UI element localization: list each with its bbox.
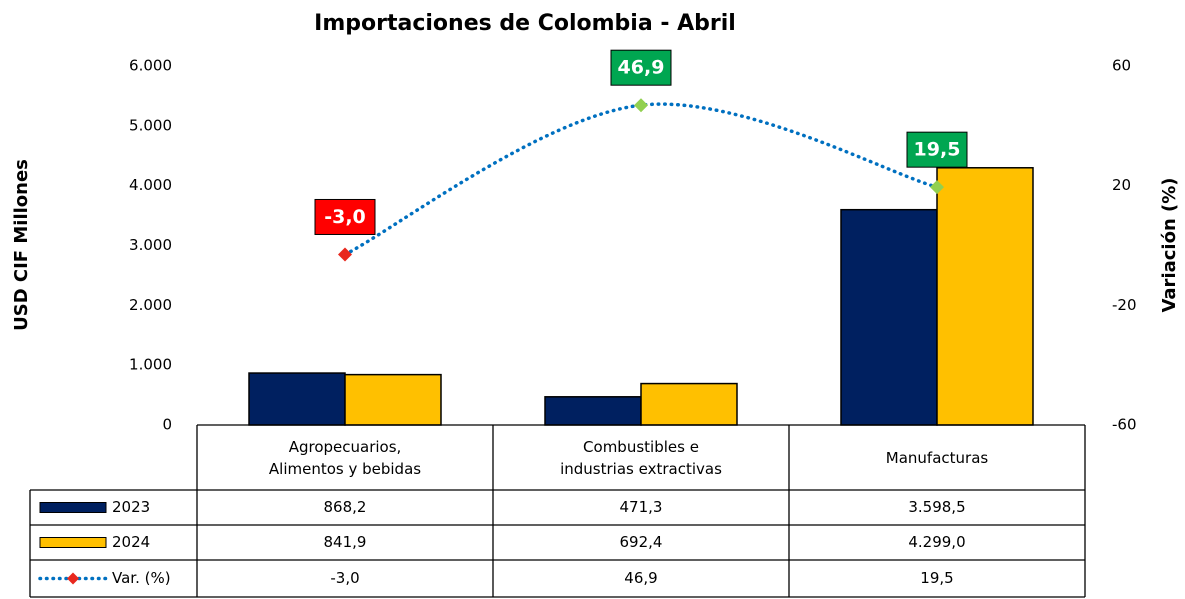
chart-title: Importaciones de Colombia - Abril xyxy=(314,11,736,36)
y-tick-label: 2.000 xyxy=(129,296,172,314)
y-tick-label: 1.000 xyxy=(129,356,172,374)
category-header: Agropecuarios, Alimentos y bebidas xyxy=(268,438,422,478)
category-header: Manufacturas xyxy=(885,449,989,467)
y-tick-label: 4.000 xyxy=(129,176,172,194)
y-tick-label: 0 xyxy=(162,416,172,434)
legend-label: 2024 xyxy=(112,533,150,551)
line-marker xyxy=(634,98,648,113)
y2-tick-label: 20 xyxy=(1112,176,1131,194)
legend-swatch xyxy=(39,502,107,513)
y-tick-label: 6.000 xyxy=(129,57,172,75)
table-value: -3,0 xyxy=(330,569,359,587)
table-value: 471,3 xyxy=(620,498,663,516)
data-label-box xyxy=(906,131,968,168)
line-marker xyxy=(930,180,944,195)
data-label-box xyxy=(314,198,376,235)
y2-tick-label: -20 xyxy=(1112,296,1137,314)
data-label: 46,9 xyxy=(618,57,665,79)
data-label-box xyxy=(610,49,672,86)
table-value: 4.299,0 xyxy=(908,533,965,551)
y2-tick-label: -60 xyxy=(1112,416,1137,434)
table-value: 841,9 xyxy=(324,533,367,551)
legend-label: 2023 xyxy=(112,498,150,516)
y-tick-label: 5.000 xyxy=(129,116,172,134)
legend-label: Var. (%) xyxy=(112,569,171,587)
y2-tick-label: 60 xyxy=(1112,57,1131,75)
bar xyxy=(840,208,938,426)
table-value: 46,9 xyxy=(624,569,657,587)
bar xyxy=(640,382,738,426)
table-value: 692,4 xyxy=(620,533,663,551)
table-value: 3.598,5 xyxy=(908,498,965,516)
bar xyxy=(936,167,1034,426)
table-value: 19,5 xyxy=(920,569,953,587)
bar xyxy=(544,396,642,426)
data-label: 19,5 xyxy=(914,139,961,161)
line-marker xyxy=(338,247,352,262)
legend-swatch xyxy=(39,537,107,548)
legend-marker xyxy=(67,572,79,585)
y2-axis-label: Variación (%) xyxy=(1159,177,1180,312)
bar xyxy=(248,372,346,426)
category-header: Combustibles e industrias extractivas xyxy=(560,438,722,478)
table-value: 868,2 xyxy=(324,498,367,516)
bar xyxy=(344,373,442,426)
data-label: -3,0 xyxy=(324,206,366,228)
y-tick-label: 3.000 xyxy=(129,236,172,254)
y-axis-label: USD CIF Millones xyxy=(11,159,32,331)
